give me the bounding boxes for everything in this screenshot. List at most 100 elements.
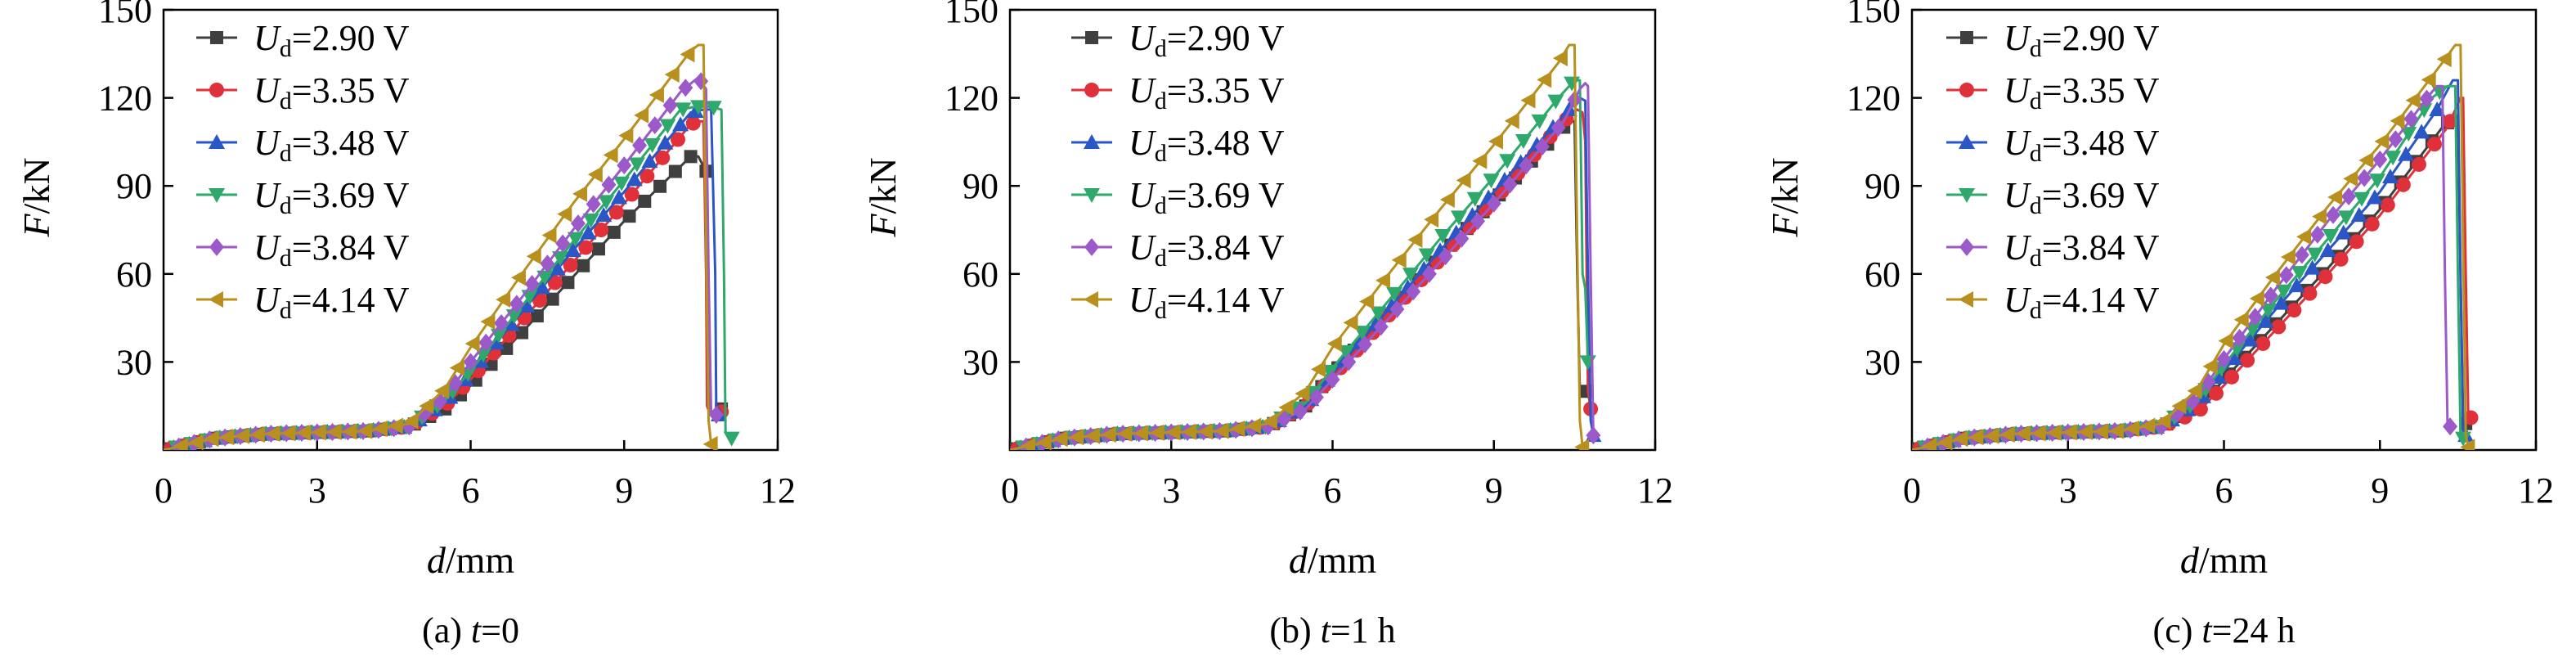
panel-a-data-point: [342, 423, 357, 440]
panel-b-data-point: [1357, 335, 1372, 353]
panel-b-data-point: [1504, 112, 1519, 129]
panel-b-x-tick-label: 3: [1162, 470, 1180, 511]
panel-a-legend-item: Ud=3.48 V: [196, 123, 410, 167]
panel-c-data-point: [2343, 170, 2358, 187]
panel-b-data-point: [1214, 422, 1229, 439]
panel-a-data-point: [601, 175, 617, 194]
panel-a-data-point: [647, 116, 662, 135]
panel-b-legend: Ud=2.90 V Ud=3.35 V Ud=3.48 V Ud=3.69 V Ud=3…: [1071, 18, 1285, 324]
panel-b-legend-item: Ud=3.48 V: [1071, 123, 1285, 167]
panel-b-legend-label: Ud=4.14 V: [1129, 280, 1285, 324]
panel-b-data-point: [1552, 50, 1568, 67]
panel-a-data-point: [678, 79, 693, 97]
panel-c-legend-item: Ud=3.69 V: [1946, 175, 2160, 219]
panel-a-data-point: [449, 359, 464, 376]
panel-a-series-group: [164, 43, 740, 450]
panel-c-series-line: [1912, 79, 2466, 450]
panel-a-data-point: [464, 335, 480, 352]
panel-a-data-point: [675, 102, 692, 118]
panel-b-data-point: [1406, 282, 1421, 301]
panel-a-data-point: [684, 150, 698, 164]
panel-b-data-point: [1036, 434, 1052, 450]
panel-b-data-point: [1101, 426, 1116, 443]
panel-a-y-tick-label: 90: [116, 166, 152, 206]
panel-b-legend-marker: [1085, 31, 1098, 44]
panel-c-data-point: [2275, 284, 2292, 299]
panel-c-legend-item: Ud=2.90 V: [1946, 18, 2160, 62]
panel-b-data-point: [1230, 420, 1245, 437]
panel-b-data-point: [1551, 119, 1566, 137]
panel-c-data-point: [2322, 228, 2339, 244]
panel-a-data-point: [657, 134, 674, 150]
panel-a-data-point: [463, 353, 478, 371]
panel-c-data-point: [2309, 225, 2325, 244]
panel-a-x-axis-title: d/mm: [427, 539, 515, 581]
panel-a-data-point: [634, 106, 649, 124]
panel-a-data-point: [705, 101, 722, 116]
panel-a-data-point: [578, 240, 594, 255]
panel-c-data-point: [2094, 423, 2109, 440]
panel-b-data-point: [1534, 137, 1550, 156]
panel-b-legend-label: Ud=3.69 V: [1129, 175, 1285, 219]
panel-a-data-point: [613, 176, 631, 191]
panel-c-data-point: [2271, 319, 2287, 335]
panel-b-data-point: [1322, 364, 1339, 380]
panel-b-data-point: [1502, 175, 1518, 194]
panel-c-data-point: [2296, 228, 2312, 245]
panel-c-data-point: [2403, 110, 2419, 128]
panel-c-legend-label: Ud=2.90 V: [2004, 18, 2160, 62]
panel-a-data-point: [503, 316, 520, 331]
panel-c-data-point: [2341, 187, 2357, 206]
panel-c-x-tick-label: 12: [2518, 470, 2554, 511]
panel-a-data-point: [235, 427, 250, 444]
panel-c-data-point: [2202, 358, 2218, 375]
panel-a-data-point: [547, 275, 563, 290]
panel-b-legend-item: Ud=3.84 V: [1071, 227, 1285, 272]
panel-c-data-point: [2413, 124, 2430, 139]
panel-a-data-point: [702, 435, 718, 450]
panel-b-y-tick-label: 30: [963, 342, 999, 382]
panel-c-series-6: [1912, 43, 2475, 450]
panel-c-data-point: [2288, 277, 2305, 293]
panel-c-data-point: [2419, 89, 2435, 108]
panel-c-data-point: [2312, 208, 2327, 225]
panel-a-data-point: [641, 153, 658, 169]
panel-b-data-point: [1326, 335, 1342, 353]
panel-a-data-point: [626, 171, 643, 187]
panel-c-data-point: [1968, 429, 1984, 446]
panel-a-data-point: [388, 417, 403, 434]
panel-b-data-point: [1418, 248, 1435, 263]
panel-b-data-point: [1260, 417, 1276, 436]
panel-c-data-point: [2280, 249, 2296, 266]
panel-a-x-tick-label: 12: [760, 470, 796, 511]
panel-c-data-point: [2015, 425, 2031, 443]
panel-a-y-axis-title: F/kN: [16, 157, 57, 237]
panel-b-data-point: [1520, 92, 1536, 109]
panel-b-data-point: [1084, 427, 1100, 444]
panel-b-data-point: [1353, 326, 1371, 341]
panel-a-data-point: [659, 119, 676, 134]
panel-a-legend-marker: [209, 188, 225, 203]
panel-c-data-point: [2210, 369, 2228, 385]
panel-a-data-point: [219, 429, 235, 446]
panel-c-data-point: [2337, 210, 2354, 226]
panel-a-data-point: [638, 194, 652, 208]
panel-c-data-point: [2031, 425, 2046, 442]
panel-c-data-point: [2208, 385, 2224, 401]
panel-b-data-point: [1343, 314, 1358, 331]
panel-b-data-point: [1472, 152, 1488, 169]
panel-b-data-point: [1386, 286, 1403, 302]
panel-a: 0 3 6 9 12 30 60 90 120 150 d/mm F/kN (a) t=0 Ud=2.90…: [16, 0, 796, 650]
panel-b-data-point: [1325, 370, 1340, 389]
panel-b-data-point: [1579, 355, 1596, 371]
panel-c-data-point: [2233, 311, 2249, 328]
panel-b-data-point: [1375, 272, 1390, 289]
panel-c-data-point: [2242, 331, 2259, 347]
panel-b-data-point: [1519, 156, 1534, 175]
panel-c-data-point: [2187, 382, 2202, 399]
panel-c-data-point: [2319, 242, 2336, 258]
panel-a-data-point: [610, 189, 627, 205]
panel-b-data-point: [1133, 425, 1149, 442]
panel-a-data-point: [653, 179, 667, 193]
panel-b-data-point: [1341, 353, 1357, 371]
